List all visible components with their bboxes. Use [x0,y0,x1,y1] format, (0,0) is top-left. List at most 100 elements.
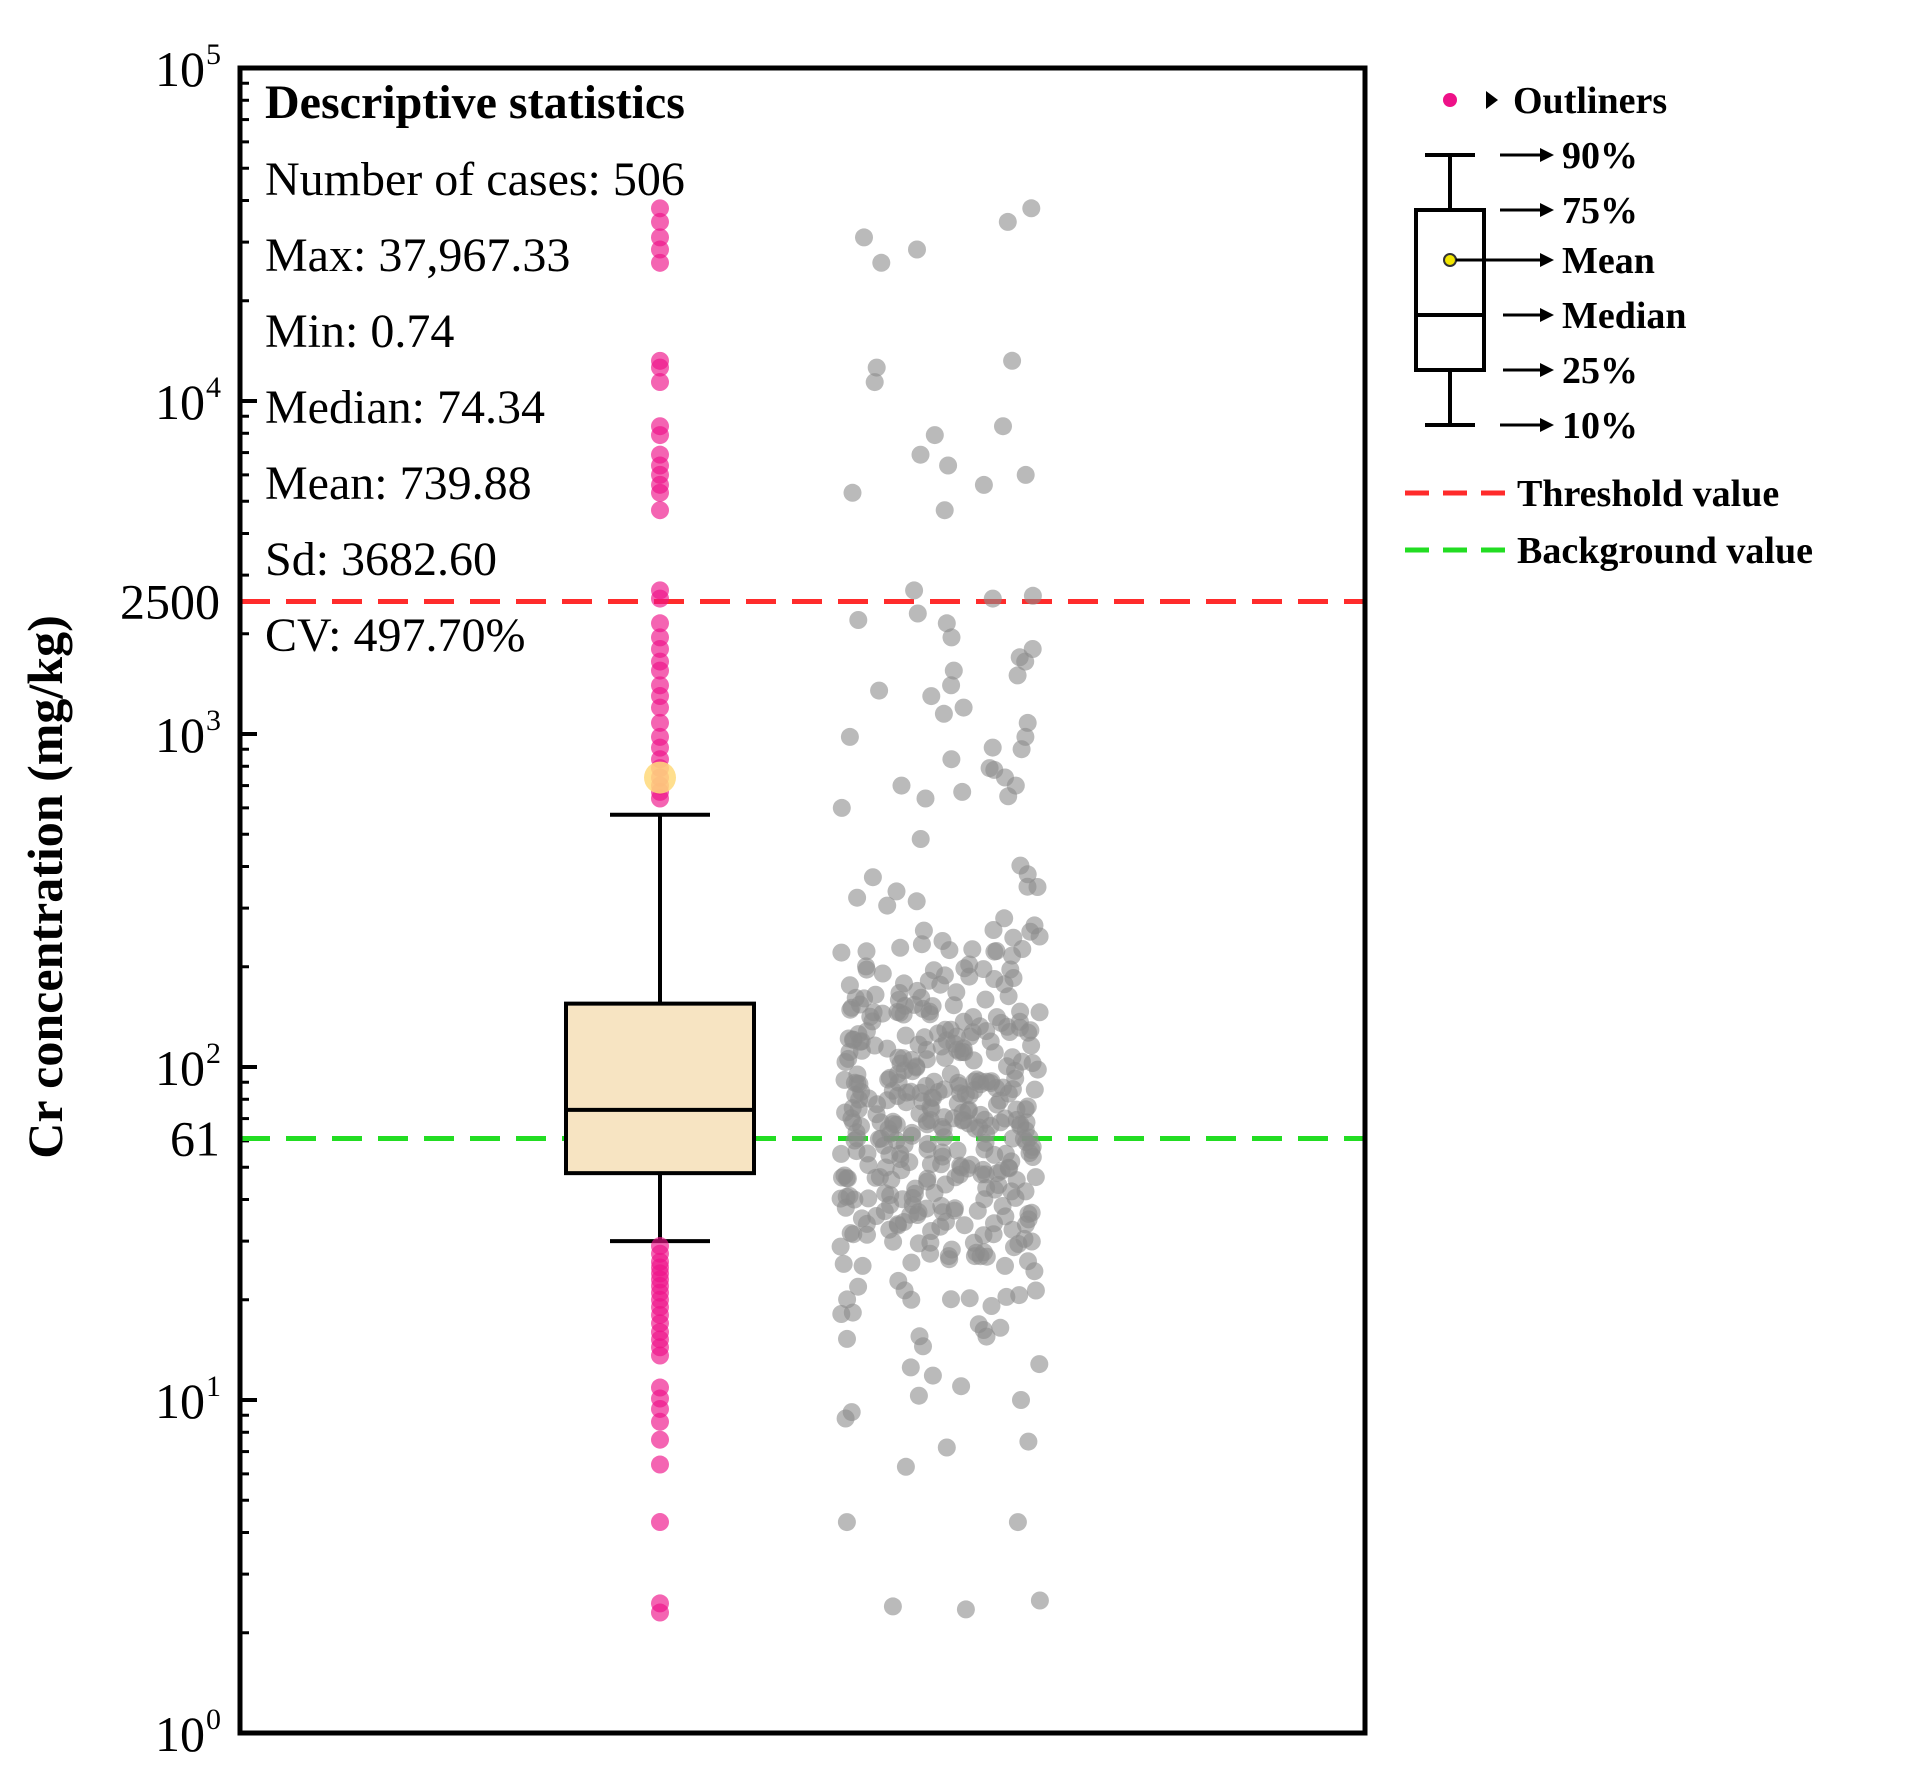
data-point [934,704,953,723]
y-tick-base: 10 [155,41,205,97]
jitter-points [831,199,1049,1619]
data-point [960,967,979,986]
data-point [1003,946,1021,965]
data-point [843,483,862,502]
legend-arrow-icon [1540,203,1554,217]
data-point [977,1022,996,1041]
outlier-point [651,358,669,377]
data-point [942,676,961,695]
data-point [902,1123,921,1142]
data-point [1016,465,1035,484]
data-point [955,1216,974,1235]
data-point [838,1329,856,1348]
outlier-point [651,1346,669,1365]
data-point [850,1090,869,1109]
data-point [839,1049,858,1068]
data-point [869,1130,888,1149]
data-point [947,1027,966,1046]
data-point [867,358,886,377]
data-point [1010,648,1029,667]
data-point [932,1037,951,1056]
data-point [922,687,941,706]
data-point [1008,1513,1027,1532]
data-point [832,1144,851,1163]
legend-arrow-icon [1540,148,1554,162]
data-point [1022,1203,1041,1222]
data-point [1022,1036,1041,1055]
data-point [989,1176,1008,1194]
y-tick-label: 10 [155,1706,205,1762]
data-point [937,1438,956,1457]
outlier-point [651,1430,669,1449]
data-point [907,892,926,911]
data-point [995,909,1014,928]
data-point [902,1253,921,1272]
outlier-point [651,501,669,520]
data-point [933,932,952,950]
data-point [916,789,935,808]
data-point [905,581,924,600]
legend-arrow-icon [1540,418,1554,432]
data-point [1026,1281,1045,1300]
data-point [855,228,873,247]
data-point [1017,1133,1036,1152]
data-point [964,1051,983,1070]
data-point [896,1457,915,1476]
data-point [1028,878,1047,896]
box [564,812,756,1244]
data-point [995,975,1014,994]
data-point [910,1104,929,1123]
data-point [931,975,950,994]
data-point [992,1013,1011,1032]
outlier-points [644,199,676,1622]
data-point [997,1287,1016,1306]
data-point [960,1289,979,1308]
stat-median: Median: 74.34 [265,381,545,434]
data-point [977,1327,996,1346]
legend-arrow-icon [1540,308,1554,322]
data-point [847,1123,866,1142]
data-point [1002,1152,1021,1171]
data-point [944,661,963,680]
data-point [870,1168,889,1187]
data-point [942,1290,960,1309]
legend-box-glyph [1414,208,1486,372]
data-point [953,1103,972,1122]
data-point [1018,1097,1037,1116]
data-point [889,1271,908,1290]
data-point [859,1156,878,1175]
data-point [962,1155,981,1174]
legend-median: Median [1562,295,1687,337]
data-point [996,1256,1014,1275]
stat-sd: Sd: 3682.60 [265,533,497,586]
data-point [974,475,993,494]
legend-p75: 75% [1562,190,1638,232]
data-point [1018,713,1037,732]
data-point [990,1091,1009,1110]
data-point [878,1039,897,1058]
data-point [983,589,1002,608]
data-point [857,957,875,976]
y-tick-base: 10 [155,374,205,430]
data-point [834,1254,853,1273]
iqr-box [564,1001,756,1176]
plot-frame [237,65,1368,1736]
legend-mean-marker [1443,253,1457,267]
data-point [908,604,927,623]
data-point [852,1209,871,1228]
data-point [859,1189,878,1208]
data-point [880,1068,899,1087]
y-tick-label: 10 [155,707,205,763]
data-point [832,798,851,817]
data-point [923,1366,942,1385]
data-point [956,1085,975,1104]
stats-box: Descriptive statistics Number of cases: … [265,76,685,662]
data-point [1012,1391,1030,1409]
data-point [883,1597,902,1616]
data-point [911,445,930,464]
outlier-point [651,373,669,392]
data-point [1004,928,1023,947]
data-point [1030,1003,1049,1022]
outlier-point [651,661,669,680]
